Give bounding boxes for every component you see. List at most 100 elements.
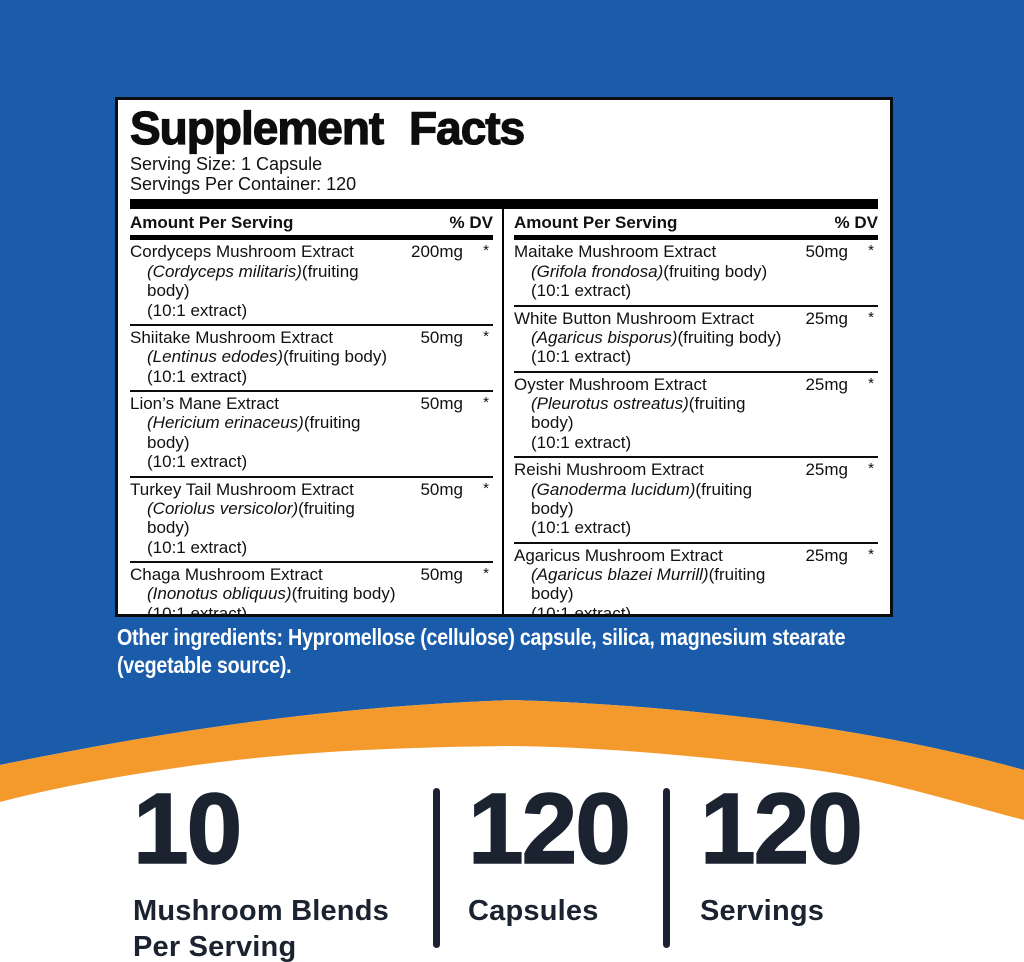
servings-per-container: Servings Per Container: 120: [130, 173, 357, 194]
extract-ratio: (10:1 extract): [531, 603, 632, 617]
ingredient-row-turkey-tail: Turkey Tail Mushroom Extract (Coriolus v…: [130, 475, 493, 562]
stat-value: 10: [132, 773, 243, 885]
left-column: Amount Per Serving % DV Cordyceps Mushro…: [130, 208, 504, 617]
ingredient-name: Turkey Tail Mushroom Extract: [130, 479, 354, 499]
right-rows: Maitake Mushroom Extract (Grifola frondo…: [514, 240, 878, 617]
extract-ratio: (10:1 extract): [147, 603, 248, 617]
latin-name: (Coriolus versicolor): [147, 498, 299, 518]
ingredient-name: Reishi Mushroom Extract: [514, 460, 704, 480]
header-amount-per-serving: Amount Per Serving: [130, 212, 294, 232]
ingredient-columns: Amount Per Serving % DV Cordyceps Mushro…: [130, 208, 878, 617]
supplement-facts-panel: Supplement Facts Serving Size: 1 Capsule…: [115, 97, 893, 617]
form-note: (fruiting body): [677, 327, 782, 347]
stat-label: Capsules: [468, 895, 599, 927]
ingredient-row-shiitake: Shiitake Mushroom Extract (Lentinus edod…: [130, 323, 493, 390]
ingredient-amount: 25mg: [805, 374, 848, 394]
ingredient-row-reishi: Reishi Mushroom Extract (Ganoderma lucid…: [514, 456, 878, 542]
form-note: (fruiting body): [531, 565, 766, 604]
ingredient-name: Oyster Mushroom Extract: [514, 374, 707, 394]
serving-size: Serving Size: 1 Capsule: [130, 153, 323, 174]
ingredient-row-cordyceps: Cordyceps Mushroom Extract (Cordyceps mi…: [130, 240, 493, 324]
form-note: (fruiting body): [147, 498, 355, 538]
form-note: (fruiting body): [291, 584, 396, 604]
extract-ratio: (10:1 extract): [531, 281, 632, 301]
ingredient-amount: 25mg: [805, 545, 848, 565]
stat-label: Servings: [700, 895, 825, 927]
extract-ratio: (10:1 extract): [147, 452, 248, 472]
latin-name: (Cordyceps militaris): [147, 261, 302, 281]
header-percent-dv: % DV: [834, 212, 878, 232]
form-note: (fruiting body): [147, 413, 361, 452]
latin-name: (Grifola frondosa): [531, 261, 664, 281]
left-column-header: Amount Per Serving % DV: [130, 209, 493, 241]
latin-name: (Agaricus blazei Murrill): [531, 565, 709, 584]
ingredient-dv: *: [483, 327, 489, 345]
ingredient-amount: 25mg: [805, 308, 848, 328]
ingredient-dv: *: [483, 242, 489, 260]
ingredient-row-white-button: White Button Mushroom Extract (Agaricus …: [514, 304, 878, 371]
extract-ratio: (10:1 extract): [531, 432, 632, 452]
latin-name: (Agaricus bisporus): [531, 327, 678, 347]
ingredient-species: (Inonotus obliquus)(fruiting body): [130, 584, 399, 603]
latin-name: (Hericium erinaceus): [147, 413, 304, 433]
ingredient-name: Maitake Mushroom Extract: [514, 242, 717, 262]
extract-ratio: (10:1 extract): [531, 347, 632, 367]
latin-name: (Lentinus edodes): [147, 347, 284, 367]
ingredient-dv: *: [868, 545, 874, 563]
ingredient-name: Agaricus Mushroom Extract: [514, 545, 723, 565]
ingredient-row-agaricus: Agaricus Mushroom Extract (Agaricus blaz…: [514, 541, 878, 617]
stat-servings: 120 Servings: [699, 773, 863, 929]
ingredient-amount: 200mg: [411, 242, 463, 262]
ingredient-row-chaga: Chaga Mushroom Extract (Inonotus obliquu…: [130, 561, 493, 617]
ingredient-row-lions-mane: Lion’s Mane Extract (Hericium erinaceus)…: [130, 390, 493, 476]
latin-name: (Ganoderma lucidum): [531, 479, 696, 499]
ingredient-amount: 50mg: [420, 327, 463, 347]
latin-name: (Inonotus obliquus): [147, 584, 292, 604]
ingredient-name: White Button Mushroom Extract: [514, 308, 754, 328]
extract-ratio: (10:1 extract): [147, 537, 248, 557]
stat-label: Mushroom Blends Per Serving: [133, 895, 389, 962]
left-rows: Cordyceps Mushroom Extract (Cordyceps mi…: [130, 240, 493, 617]
ingredient-dv: *: [483, 565, 489, 582]
latin-name: (Pleurotus ostreatus): [531, 394, 689, 413]
ingredient-amount: 50mg: [805, 242, 848, 262]
ingredient-species: (Pleurotus ostreatus)(fruiting body): [514, 394, 784, 433]
divider-bar-top: [130, 198, 878, 209]
ingredient-dv: *: [483, 394, 489, 411]
ingredient-amount: 50mg: [420, 565, 463, 584]
ingredient-amount: 50mg: [420, 479, 463, 499]
ingredient-name: Chaga Mushroom Extract: [130, 565, 323, 584]
header-percent-dv: % DV: [449, 212, 493, 232]
right-column-header: Amount Per Serving % DV: [514, 209, 878, 241]
header-amount-per-serving: Amount Per Serving: [514, 212, 678, 232]
ingredient-species: (Ganoderma lucidum)(fruiting body): [514, 480, 784, 519]
stat-value: 120: [699, 773, 863, 885]
ingredient-dv: *: [868, 374, 874, 392]
ingredient-dv: *: [868, 460, 874, 478]
ingredient-dv: *: [868, 242, 874, 260]
extract-ratio: (10:1 extract): [147, 300, 248, 320]
stat-mushroom-blends: 10 Mushroom Blends Per Serving: [132, 773, 433, 962]
ingredient-amount: 50mg: [420, 394, 463, 413]
stat-divider: [663, 788, 670, 948]
ingredient-dv: *: [483, 479, 489, 497]
right-column: Amount Per Serving % DV Maitake Mushroom…: [504, 209, 878, 617]
stat-divider: [433, 788, 440, 948]
ingredient-row-maitake: Maitake Mushroom Extract (Grifola frondo…: [514, 240, 878, 304]
ingredient-name: Cordyceps Mushroom Extract: [130, 242, 354, 262]
ingredient-species: (Hericium erinaceus)(fruiting body): [130, 413, 399, 452]
form-note: (fruiting body): [531, 394, 746, 433]
extract-ratio: (10:1 extract): [147, 366, 248, 386]
ingredient-species: (Agaricus blazei Murrill)(fruiting body): [514, 565, 784, 604]
ingredient-species: (Coriolus versicolor)(fruiting body): [130, 499, 399, 538]
ingredient-species: (Grifola frondosa)(fruiting body): [514, 262, 784, 281]
stat-capsules: 120 Capsules: [467, 773, 663, 929]
form-note: (fruiting body): [663, 261, 768, 281]
stat-value: 120: [467, 773, 631, 885]
swoosh-graphic: [0, 690, 1024, 840]
panel-title: Supplement Facts: [129, 102, 525, 154]
product-stats: 10 Mushroom Blends Per Serving 120 Capsu…: [0, 773, 1024, 962]
form-note: (fruiting body): [531, 479, 753, 518]
ingredient-dv: *: [868, 308, 874, 326]
